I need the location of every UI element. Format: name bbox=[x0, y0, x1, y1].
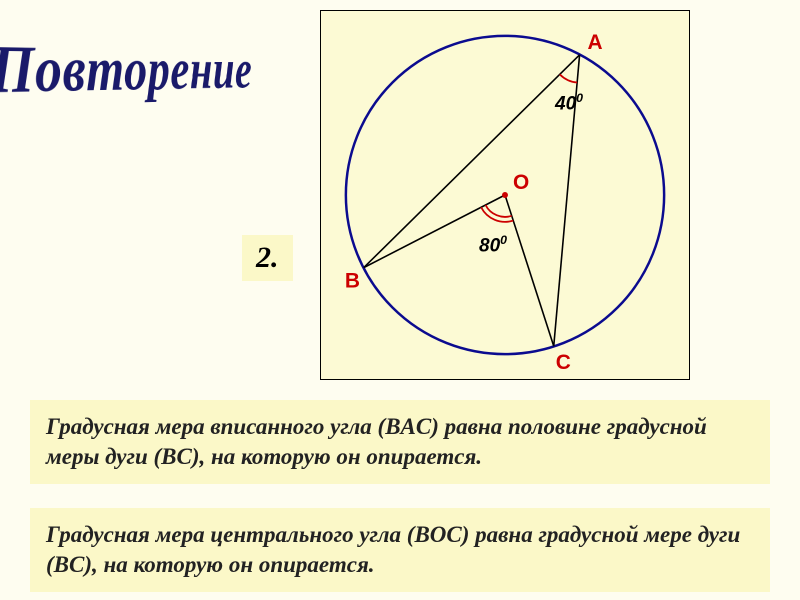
svg-text:B: B bbox=[345, 269, 360, 292]
angle-lines bbox=[364, 55, 580, 346]
point-labels: A B C O bbox=[345, 31, 603, 374]
central-angle-theorem: Градусная мера центрального угла (BOC) р… bbox=[30, 508, 770, 592]
svg-text:O: O bbox=[513, 171, 529, 194]
angle-value-A: 400 bbox=[555, 91, 583, 115]
inscribed-angle-theorem: Градусная мера вписанного угла (BAC) рав… bbox=[30, 400, 770, 484]
svg-text:C: C bbox=[556, 351, 571, 374]
task-number: 2. bbox=[242, 235, 293, 281]
circle-angle-svg: A B C O bbox=[321, 11, 689, 379]
center-point bbox=[502, 192, 508, 198]
svg-text:A: A bbox=[588, 31, 603, 54]
slide-title: Повторение bbox=[0, 31, 252, 109]
angle-value-O: 800 bbox=[479, 233, 507, 257]
geometry-diagram: A B C O 400 800 bbox=[320, 10, 690, 380]
